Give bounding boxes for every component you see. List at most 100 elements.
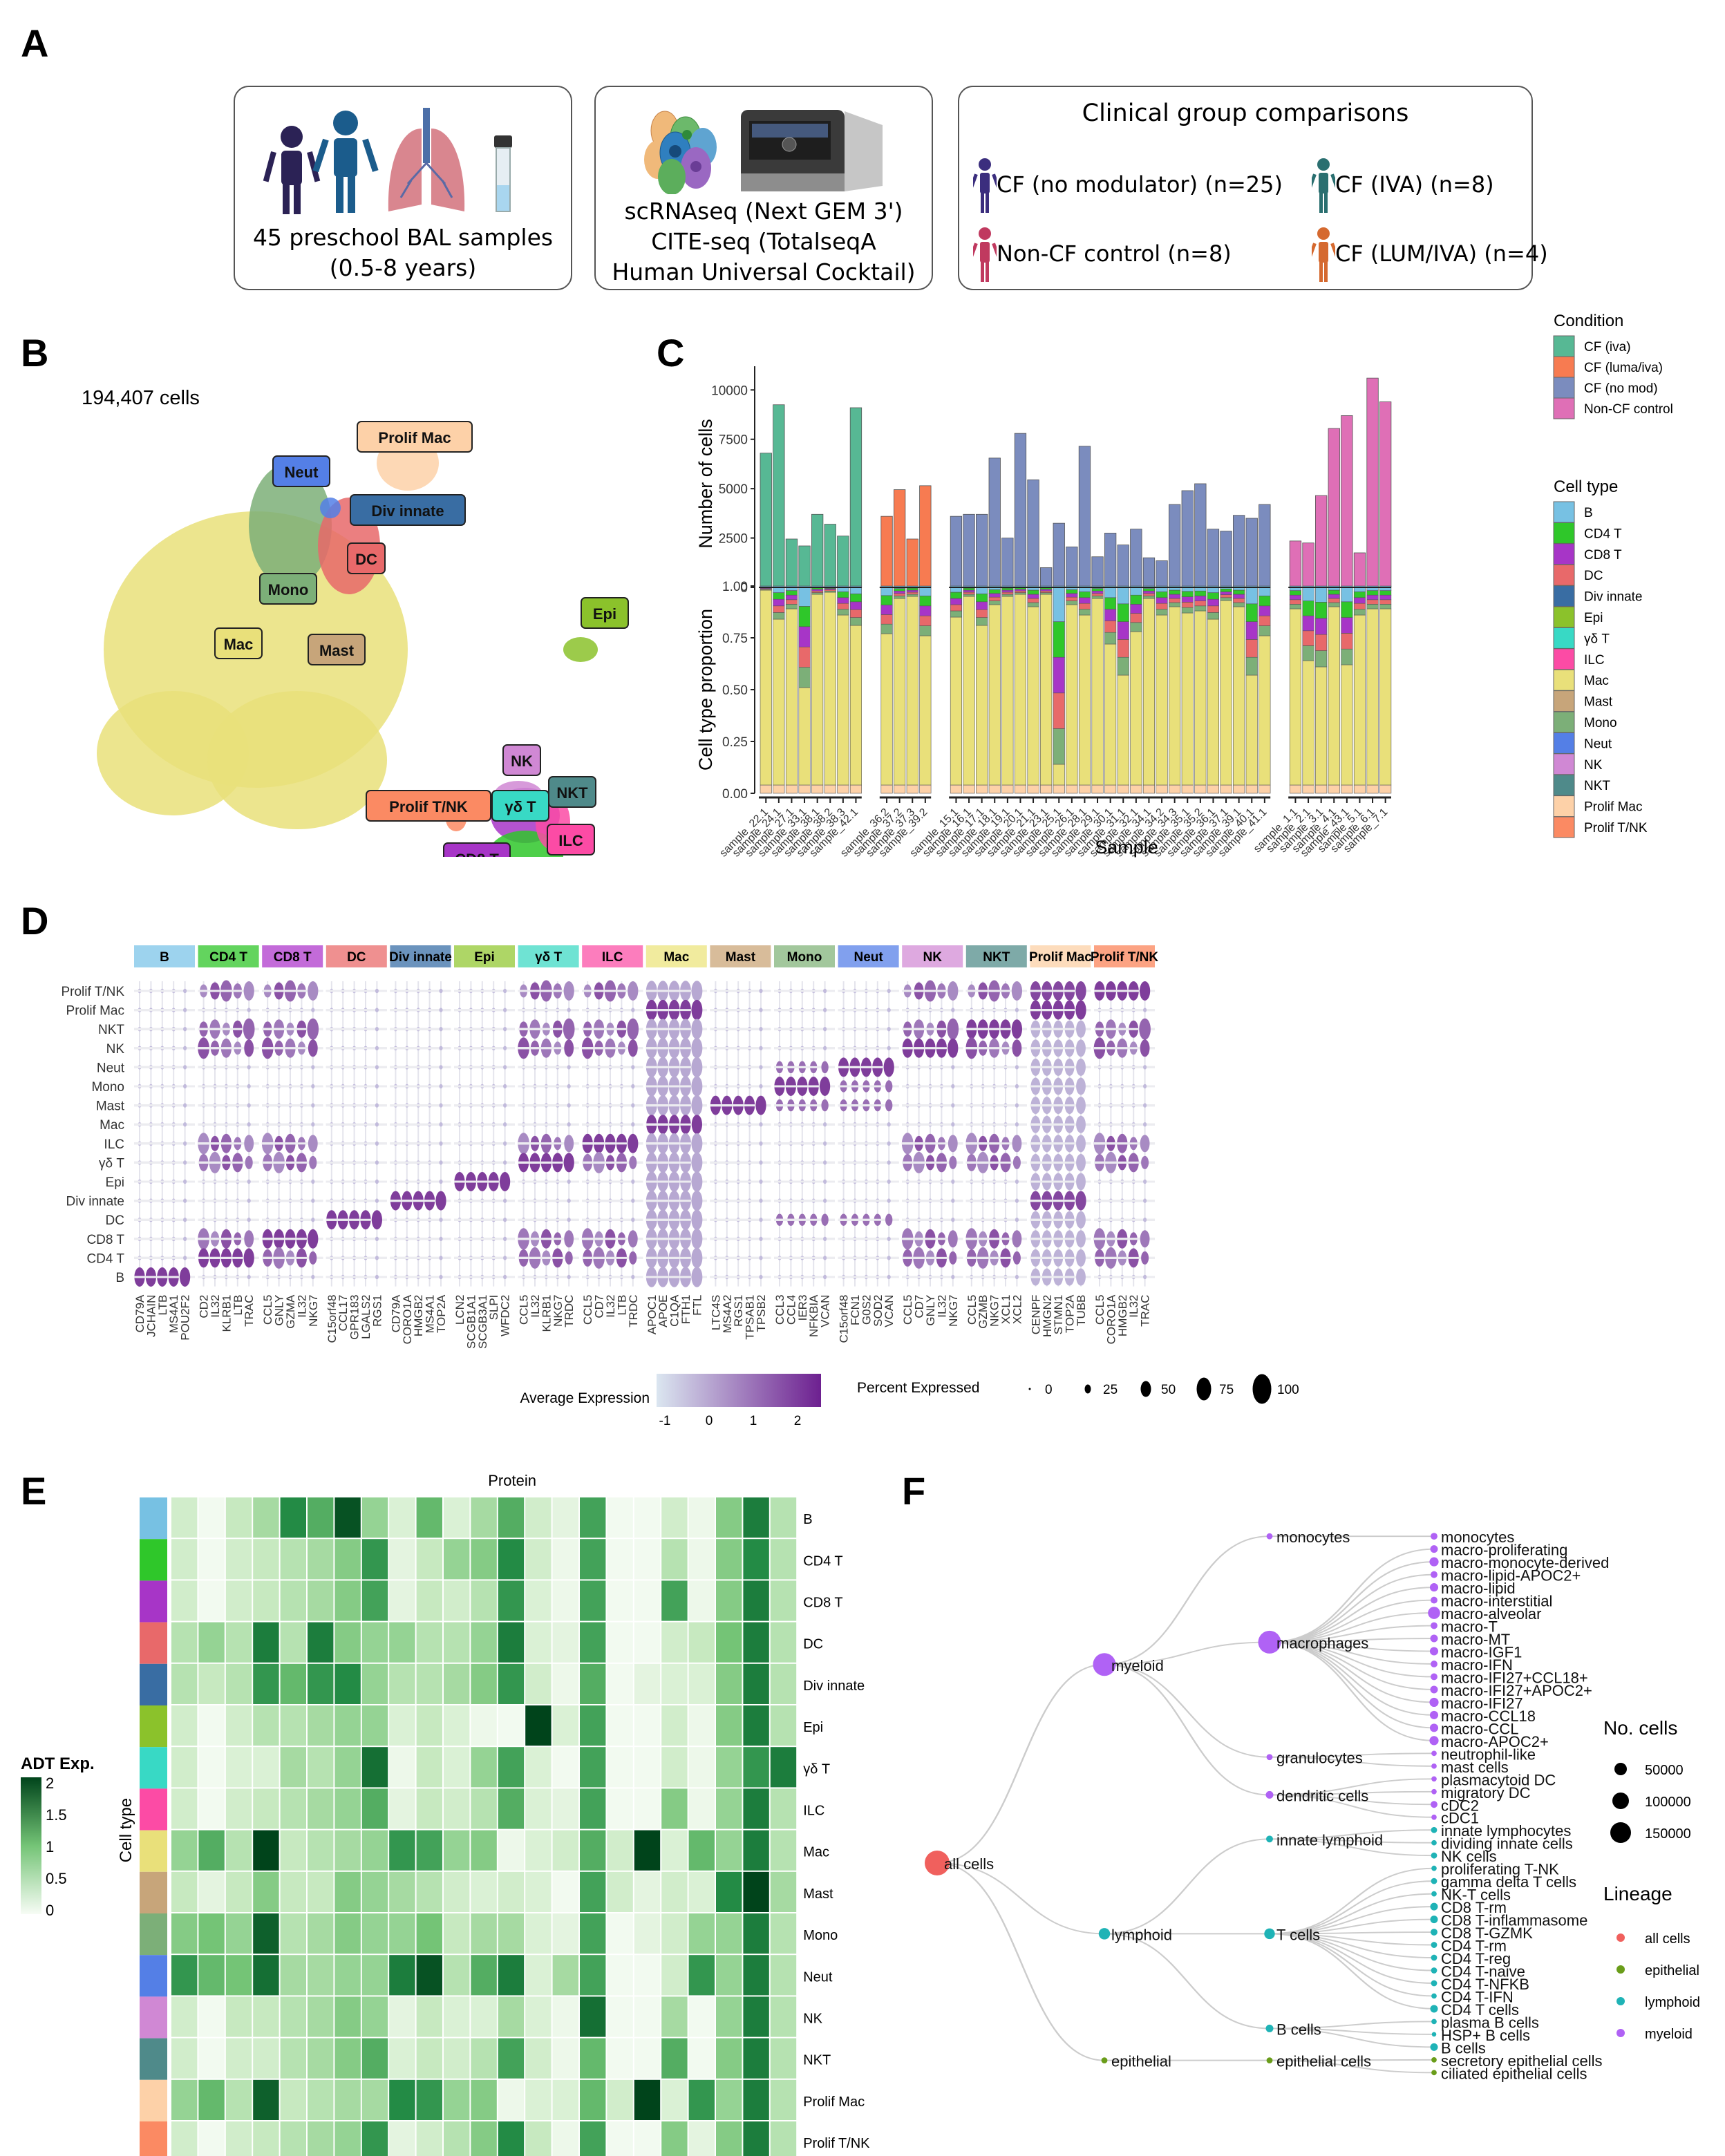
gene-label: FCN1 <box>849 1295 862 1325</box>
proportion-segment <box>1066 589 1078 594</box>
count-bar <box>785 538 798 588</box>
proportion-segment <box>1014 590 1027 593</box>
umap-cluster <box>207 691 387 829</box>
heatmap-cell <box>471 1913 497 1954</box>
tree-edge <box>1269 2059 1435 2074</box>
heatmap-cell <box>361 1705 388 1746</box>
proportion-segment <box>963 594 975 597</box>
heatmap-cell <box>471 1663 497 1704</box>
proportion-segment <box>1181 596 1194 603</box>
count-bar <box>1066 547 1078 588</box>
heatmap-cell <box>634 1955 661 1996</box>
expression-dot <box>1141 1251 1149 1265</box>
gene-label: MS4A2 <box>721 1295 734 1334</box>
gene-label: TPSB2 <box>755 1295 768 1332</box>
expression-dot <box>691 1229 703 1249</box>
heatmap-cell <box>361 1788 388 1829</box>
heatmap-cell <box>580 1996 606 2037</box>
heatmap-cell <box>716 1539 742 1580</box>
proportion-segment <box>1289 594 1302 601</box>
heatmap-cell <box>607 1497 633 1538</box>
expression-dot <box>1012 1251 1021 1265</box>
heatmap-cell <box>471 1539 497 1580</box>
expression-dot <box>759 1236 763 1241</box>
proportion-segment <box>894 593 906 596</box>
umap-label-text: Mast <box>319 642 355 659</box>
heatmap-cell <box>661 1788 688 1829</box>
expression-dot <box>503 1236 507 1241</box>
row-annotation <box>140 2038 167 2080</box>
gene-label: MS4A1 <box>167 1295 180 1334</box>
heatmap-cell <box>661 2121 688 2156</box>
umap-label-text: Epi <box>593 605 616 623</box>
count-bar <box>1040 567 1053 588</box>
color-legend-tick: 0.5 <box>46 1870 67 1887</box>
tree-node-leaf-label: innate lymphocytes <box>1441 1822 1571 1840</box>
size-legend-tick: 75 <box>1219 1383 1234 1397</box>
heatmap-cell <box>743 2038 769 2079</box>
size-legend-tick: 100 <box>1277 1383 1299 1397</box>
expression-dot <box>375 1274 379 1280</box>
proportion-segment <box>1091 588 1104 592</box>
proportion-segment <box>811 594 824 786</box>
proportion-segment <box>837 784 849 794</box>
umap-label-box <box>443 842 511 857</box>
expression-dot <box>564 1039 574 1057</box>
heatmap-cell <box>225 1830 252 1871</box>
expression-dot <box>631 1179 635 1184</box>
heatmap-cell <box>334 1788 361 1829</box>
row-annotation <box>140 1830 167 1872</box>
expression-dot <box>503 1122 507 1127</box>
tree-edge <box>1269 1561 1435 1643</box>
tree-node-group-label: B cells <box>1276 2021 1321 2038</box>
heatmap-cell <box>171 1871 198 1912</box>
heatmap-cell <box>607 1539 633 1580</box>
color-legend-tick: 1 <box>750 1414 757 1428</box>
proportion-segment <box>1027 598 1039 603</box>
count-bar <box>1142 557 1156 588</box>
expression-dot <box>951 1065 955 1070</box>
heatmap-cell <box>253 2121 279 2156</box>
heatmap-cell <box>552 2038 578 2079</box>
heatmap-cell <box>389 1663 415 1704</box>
clinical-group-label: CF (LUM/IVA) (n=4) <box>1335 240 1548 267</box>
heatmap-cell <box>743 1497 769 1538</box>
proportion-segment <box>1104 609 1117 621</box>
heatmap-cell <box>688 1830 715 1871</box>
proportion-segment <box>1379 585 1392 591</box>
y-tick-label: 10000 <box>711 384 748 398</box>
legend-label: Neut <box>1584 737 1612 751</box>
heatmap-cell <box>498 2121 525 2156</box>
heatmap-cell <box>444 1497 470 1538</box>
proportion-segment <box>1117 621 1129 640</box>
proportion-segment <box>1302 784 1314 794</box>
heatmap-cell <box>716 2079 742 2120</box>
heatmap-cell <box>552 2121 578 2156</box>
heatmap-cell <box>743 1580 769 1621</box>
heatmap-cell <box>471 1622 497 1663</box>
gene-label: LTB <box>156 1295 169 1316</box>
umap-plot: Prolif Mac Neut Div innate DC Mono Mac Mast Epi… <box>97 421 629 857</box>
tree-node-leaf-label: macro-alveolar <box>1441 1605 1542 1623</box>
expression-dot <box>1143 1179 1147 1184</box>
gene-label: IL32 <box>604 1295 617 1318</box>
proportion-segment <box>1366 608 1379 786</box>
proportion-segment <box>1341 633 1353 650</box>
expression-dot <box>375 1198 379 1203</box>
expression-dot <box>1012 1039 1022 1057</box>
proportion-segment <box>1245 639 1258 658</box>
heatmap-cell <box>607 2038 633 2079</box>
tree-node-leaf-label: macro-IFN <box>1441 1656 1513 1674</box>
count-bar <box>988 457 1001 588</box>
expression-dot <box>183 988 187 994</box>
proportion-segment <box>1379 604 1392 609</box>
heatmap-cell <box>525 1622 552 1663</box>
heatmap-cell <box>552 1830 578 1871</box>
heatmap-cell <box>225 2038 252 2079</box>
gene-label: XCL1 <box>999 1295 1012 1325</box>
expression-dot <box>1012 1155 1021 1169</box>
proportion-segment <box>824 592 836 786</box>
heatmap-cell <box>552 1663 578 1704</box>
heatmap-cell <box>471 1996 497 2037</box>
heatmap-cell <box>280 1788 306 1829</box>
